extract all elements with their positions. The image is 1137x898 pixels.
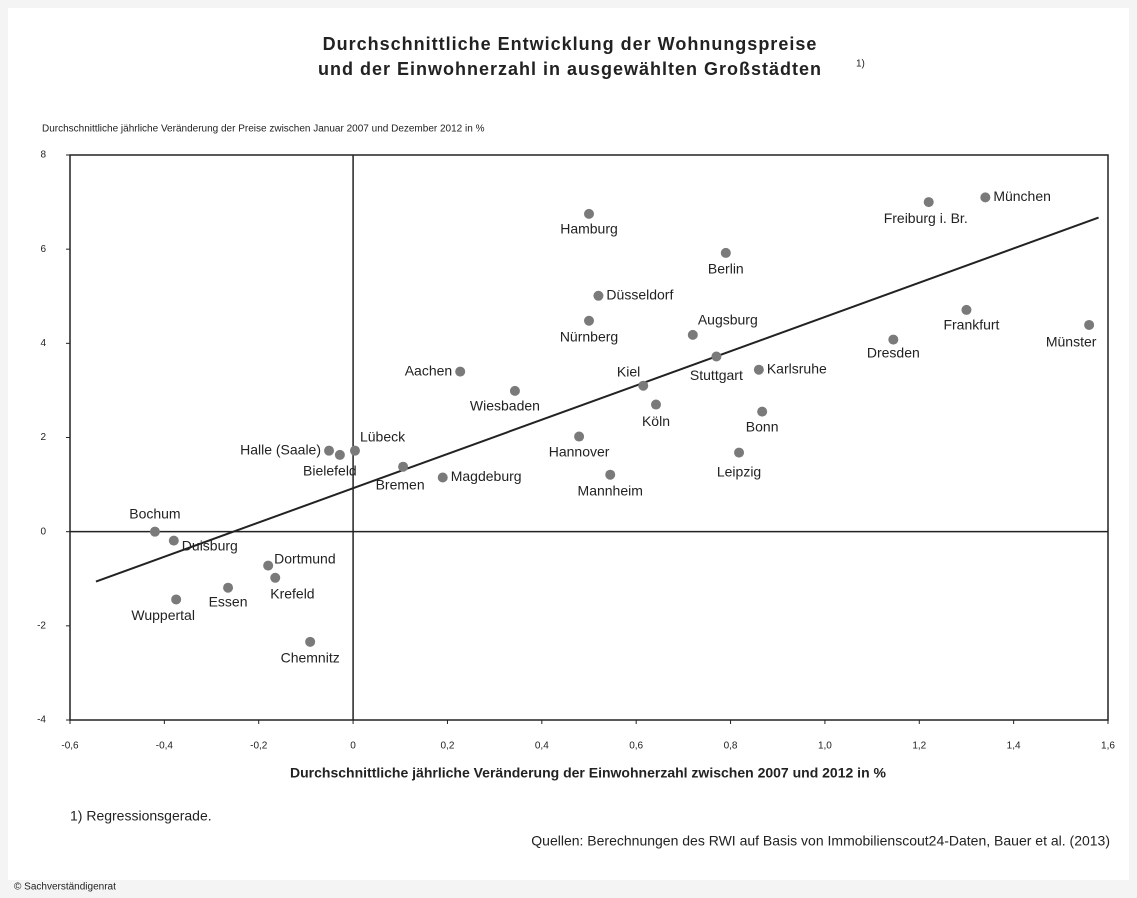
y-tick-label: 4 <box>40 338 46 349</box>
point <box>305 636 316 647</box>
y-axis-label: Durchschnittliche jährliche Veränderung … <box>42 124 485 135</box>
point <box>593 290 604 301</box>
x-tick-label: -0,6 <box>61 741 79 752</box>
point <box>455 366 466 377</box>
point-label: Stuttgart <box>690 367 743 383</box>
point <box>687 329 698 340</box>
point <box>149 526 160 537</box>
y-tick-label: 0 <box>40 526 46 537</box>
point <box>584 315 594 326</box>
point-label: Krefeld <box>270 586 314 602</box>
point <box>650 399 661 410</box>
point-label: Leipzig <box>717 463 761 479</box>
point-label: Köln <box>642 413 670 429</box>
point <box>349 445 360 456</box>
x-tick-label: 0,2 <box>441 741 455 752</box>
point-label: Essen <box>209 593 248 609</box>
point-label: Berlin <box>708 261 744 277</box>
point-label: Halle (Saale) <box>240 441 321 457</box>
point <box>980 192 991 203</box>
x-tick-label: 1,6 <box>1101 741 1115 752</box>
x-tick-label: 0,4 <box>535 741 549 752</box>
point <box>574 431 585 442</box>
source: Quellen: Berechnungen des RWI auf Basis … <box>531 833 1110 849</box>
point-label: Bonn <box>746 418 779 434</box>
x-tick-label: 0,6 <box>629 741 643 752</box>
point-label: Hamburg <box>560 221 618 237</box>
x-tick-label: -0,2 <box>250 741 268 752</box>
regression-line <box>95 216 1099 583</box>
chart-title: Durchschnittliche Entwicklung der Wohnun… <box>323 34 818 54</box>
point <box>711 351 722 362</box>
point <box>509 385 520 396</box>
copyright: © Sachverständigenrat <box>14 882 116 893</box>
point-label: Bochum <box>129 505 180 521</box>
point <box>753 364 764 375</box>
x-axis-label: Durchschnittliche jährliche Veränderung … <box>290 765 886 781</box>
point-label: Wiesbaden <box>470 398 540 414</box>
point-label: Lübeck <box>360 428 406 444</box>
point-label: Freiburg i. Br. <box>884 210 968 226</box>
point <box>584 208 594 219</box>
point-label: Düsseldorf <box>606 286 673 302</box>
point-label: Magdeburg <box>451 468 522 484</box>
chart-title: und der Einwohnerzahl in ausgewählten Gr… <box>318 59 822 79</box>
y-tick-label: -2 <box>37 620 46 631</box>
point-label: Frankfurt <box>943 317 999 333</box>
point-label: Hannover <box>549 443 610 459</box>
point <box>263 560 274 571</box>
y-tick-label: 6 <box>40 244 46 255</box>
point-label: Kiel <box>617 363 640 379</box>
point-label: Münster <box>1046 334 1097 350</box>
x-tick-label: 1,4 <box>1007 741 1021 752</box>
title-note: 1) <box>856 59 865 70</box>
point <box>638 380 649 391</box>
point-label: Aachen <box>405 362 452 378</box>
y-tick-label: 8 <box>40 150 46 161</box>
point-label: Bielefeld <box>303 463 357 479</box>
x-tick-label: 1,0 <box>818 741 832 752</box>
point <box>1084 319 1095 330</box>
point <box>171 594 182 605</box>
point-label: München <box>993 188 1051 204</box>
point <box>961 304 972 315</box>
point <box>398 461 409 472</box>
x-tick-label: 0,8 <box>724 741 738 752</box>
point <box>720 247 731 258</box>
x-tick-label: 1,2 <box>912 741 926 752</box>
point-label: Nürnberg <box>560 328 618 344</box>
y-tick-label: 2 <box>40 432 46 443</box>
point <box>605 469 616 480</box>
y-tick-label: -4 <box>37 715 46 726</box>
point-label: Duisburg <box>182 537 238 553</box>
point-label: Karlsruhe <box>767 360 827 376</box>
point-label: Dresden <box>867 344 920 360</box>
point-label: Augsburg <box>698 312 758 328</box>
point-label: Mannheim <box>578 482 643 498</box>
point <box>757 406 768 417</box>
point <box>223 582 234 593</box>
x-tick-label: -0,4 <box>156 741 174 752</box>
point <box>734 447 745 458</box>
point <box>888 334 899 345</box>
point <box>437 472 448 483</box>
point <box>168 535 179 546</box>
point <box>923 197 934 208</box>
point <box>324 445 335 456</box>
point-label: Chemnitz <box>281 650 340 666</box>
point <box>334 449 345 460</box>
point-label: Bremen <box>376 476 425 492</box>
x-tick-label: 0 <box>350 741 356 752</box>
point-label: Dortmund <box>274 550 335 566</box>
point-label: Wuppertal <box>131 607 195 623</box>
footnote: 1) Regressionsgerade. <box>70 808 212 824</box>
point <box>270 572 281 583</box>
panel <box>8 8 1129 880</box>
